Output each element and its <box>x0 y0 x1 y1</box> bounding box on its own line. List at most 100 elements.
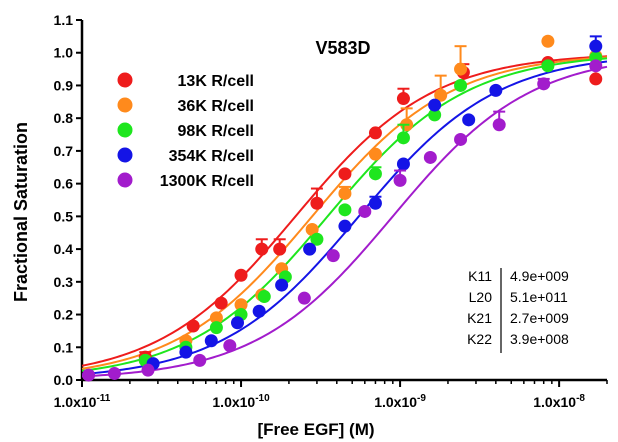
x-tick-label: 1.0x10-8 <box>533 393 585 410</box>
parameter-table: K11 4.9e+009 L20 5.1e+011 K21 2.7e+009 K22 3.9e… <box>467 268 569 353</box>
y-axis-label: Fractional Saturation <box>11 122 31 302</box>
data-point <box>273 242 287 256</box>
data-point <box>368 147 382 161</box>
y-tick-label: 1.1 <box>54 12 74 28</box>
data-point <box>396 92 410 106</box>
y-tick-label: 0.0 <box>54 372 74 388</box>
data-point <box>297 291 311 305</box>
data-point <box>462 113 476 127</box>
axes: 0.0 0.1 0.2 0.3 0.4 0.5 0.6 0.7 0.8 0.9 1.0 1.1 1.0x… <box>54 12 608 410</box>
x-tick-mantissa: 1.0x10 <box>54 394 97 410</box>
data-point <box>255 242 269 256</box>
data-point <box>252 304 266 318</box>
data-point <box>396 157 410 171</box>
data-point <box>338 219 352 233</box>
y-tick-label: 0.4 <box>54 241 74 257</box>
legend-marker <box>117 97 133 113</box>
y-tick-label: 0.7 <box>54 143 74 159</box>
data-point <box>209 311 223 325</box>
legend-label: 36K R/cell <box>178 98 254 115</box>
legend-marker <box>117 122 133 138</box>
data-point <box>230 316 244 330</box>
data-point <box>541 34 555 48</box>
data-point <box>492 118 506 132</box>
x-tick-mantissa: 1.0x10 <box>374 394 417 410</box>
parameter-value: 3.9e+008 <box>510 331 569 347</box>
fit-curves <box>81 55 608 378</box>
data-point <box>589 59 603 73</box>
parameter-value: 5.1e+011 <box>510 289 568 305</box>
x-tick-label: 1.0x10-10 <box>212 393 270 410</box>
data-point <box>186 319 200 333</box>
x-tick-exponent: -10 <box>255 393 270 404</box>
data-point <box>428 98 442 112</box>
fit-curve-5 <box>81 65 608 378</box>
data-point <box>310 196 324 210</box>
fit-curve-1 <box>81 55 608 367</box>
data-point <box>537 77 551 91</box>
y-tick-label: 0.3 <box>54 274 74 290</box>
legend-label: 98K R/cell <box>178 123 254 140</box>
legend-label: 13K R/cell <box>178 73 254 90</box>
legend-marker <box>117 147 133 163</box>
x-axis-label: [Free EGF] (M) <box>257 420 374 439</box>
data-point <box>310 232 324 246</box>
parameter-name: L20 <box>469 289 493 305</box>
legend: 13K R/cell 36K R/cell 98K R/cell 354K R/cel… <box>117 72 254 190</box>
y-tick-label: 1.0 <box>54 45 74 61</box>
data-point <box>368 196 382 210</box>
data-point <box>434 88 448 102</box>
data-points <box>82 34 603 382</box>
parameter-name: K21 <box>467 310 492 326</box>
data-point <box>541 59 555 73</box>
data-point <box>489 83 503 97</box>
data-point <box>275 278 289 292</box>
y-tick-label: 0.1 <box>54 339 74 355</box>
data-point <box>234 268 248 282</box>
y-tick-label: 0.6 <box>54 176 74 192</box>
data-point <box>234 298 248 312</box>
legend-marker <box>117 172 133 188</box>
parameter-value: 4.9e+009 <box>510 268 569 284</box>
data-point <box>423 150 437 164</box>
data-point <box>428 108 442 122</box>
x-tick-mantissa: 1.0x10 <box>533 394 576 410</box>
legend-label: 1300K R/cell <box>160 173 254 190</box>
data-point <box>589 39 603 53</box>
legend-marker <box>117 72 133 88</box>
data-point <box>141 363 155 377</box>
data-point <box>454 78 468 92</box>
data-point <box>454 132 468 146</box>
data-point <box>303 242 317 256</box>
x-tick-label: 1.0x10-9 <box>374 393 426 410</box>
parameter-name: K22 <box>467 331 492 347</box>
x-tick-exponent: -8 <box>576 393 585 404</box>
x-tick-mantissa: 1.0x10 <box>212 394 255 410</box>
x-tick-exponent: -9 <box>417 393 426 404</box>
x-tick-exponent: -11 <box>96 393 110 404</box>
data-point <box>393 173 407 187</box>
parameter-value: 2.7e+009 <box>510 310 569 326</box>
data-point <box>358 204 372 218</box>
chart-title: V583D <box>315 38 370 58</box>
data-point <box>454 62 468 76</box>
parameter-name: K11 <box>468 268 492 284</box>
data-point <box>305 222 319 236</box>
y-tick-label: 0.9 <box>54 77 74 93</box>
fit-curve-4 <box>81 60 608 376</box>
data-point <box>209 321 223 335</box>
data-point <box>179 345 193 359</box>
data-point <box>214 296 228 310</box>
data-point <box>368 167 382 181</box>
data-point <box>223 339 237 353</box>
y-tick-label: 0.8 <box>54 110 74 126</box>
data-point <box>368 126 382 140</box>
x-tick-label: 1.0x10-11 <box>54 393 111 410</box>
data-point <box>257 290 271 304</box>
data-point <box>338 203 352 217</box>
data-point <box>82 368 96 382</box>
data-point <box>589 72 603 86</box>
y-tick-label: 0.2 <box>54 307 74 323</box>
